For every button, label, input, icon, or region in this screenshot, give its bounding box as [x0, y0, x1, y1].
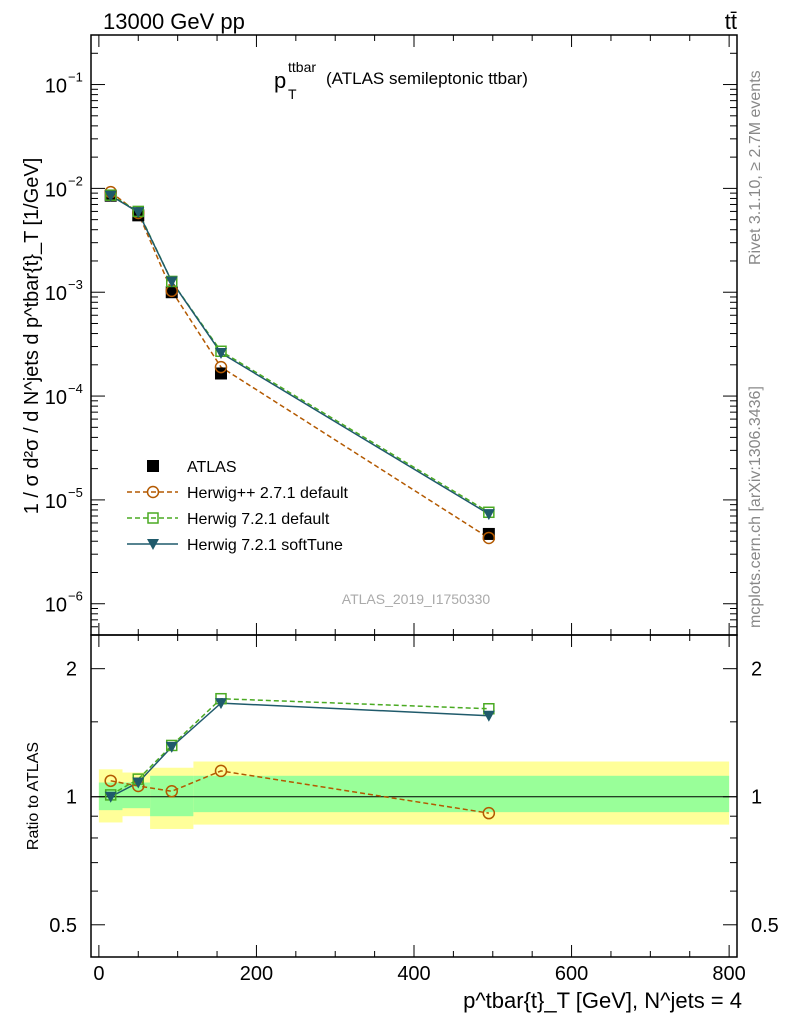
main-title-var: p — [274, 68, 286, 93]
ratio-data-point-2 — [482, 710, 495, 722]
main-y-tick-exponent: −5 — [68, 485, 83, 500]
legend-label-1: Herwig++ 2.7.1 default — [187, 485, 349, 502]
ratio-series-line-1 — [110, 697, 489, 796]
legend-label-3: Herwig 7.2.1 softTune — [187, 537, 343, 554]
ratio-data-point-2 — [132, 777, 145, 789]
main-y-tick-label: 10 — [45, 76, 67, 98]
band-stat — [193, 775, 730, 813]
main-series-line-3 — [110, 195, 490, 515]
ratio-data-point-2 — [104, 791, 117, 803]
main-y-tick-exponent: −3 — [68, 277, 83, 292]
ratio-series-line-0 — [110, 770, 489, 814]
analysis-id: ATLAS_2019_I1750330 — [342, 591, 491, 607]
ratio-x-tick-label: 400 — [397, 963, 430, 985]
main-y-tick-label: 10 — [45, 595, 67, 617]
main-series-layer — [104, 185, 496, 545]
main-y-tick-label: 10 — [45, 491, 67, 513]
ratio-data-point-0 — [482, 806, 496, 820]
ratio-data-point-0 — [165, 785, 178, 798]
legend-label-0: ATLAS — [187, 459, 237, 476]
main-axes: 10−610−510−410−310−210−1 — [45, 35, 737, 636]
legend-marker-0 — [147, 460, 159, 472]
x-axis-label: p^tbar{t}_T [GeV], N^jets = 4 — [463, 988, 742, 1013]
rivet-label: Rivet 3.1.10, ≥ 2.7M events — [747, 70, 764, 265]
main-y-tick-label: 10 — [45, 179, 67, 201]
ratio-y-tick-label-left: 2 — [66, 659, 77, 681]
ratio-y-tick-label-right: 1 — [751, 787, 762, 809]
ratio-x-tick-label: 0 — [93, 963, 104, 985]
ratio-data-point-2 — [214, 698, 227, 710]
process-label: tt̄ — [725, 9, 737, 34]
main-title-sub: T — [288, 86, 297, 102]
legend-marker-2 — [147, 512, 159, 524]
legend-label-2: Herwig 7.2.1 default — [187, 511, 330, 528]
ratio-frame — [90, 634, 738, 958]
legend: ATLAS Herwig++ 2.7.1 default Herwig 7.2.1 … — [127, 459, 349, 554]
main-data-point-3 — [482, 509, 495, 521]
energy-label: 13000 GeV pp — [103, 9, 245, 34]
ratio-x-tick-label: 600 — [555, 963, 588, 985]
ratio-y-tick-label-right: 2 — [751, 659, 762, 681]
ratio-y-tick-label-left: 1 — [66, 787, 77, 809]
main-data-point-3 — [214, 347, 227, 359]
main-data-point-0 — [482, 527, 495, 540]
ratio-data-point-0 — [214, 764, 228, 778]
main-data-point-1 — [214, 360, 228, 374]
ratio-data-point-2 — [165, 741, 178, 753]
main-data-point-0 — [214, 367, 227, 380]
band-stat — [150, 775, 194, 817]
main-y-axis-label: 1 / σ d²σ / d N^jets d p^tbar{t}_T [1/Ge… — [21, 158, 43, 515]
ratio-x-tick-label: 200 — [240, 963, 273, 985]
mcplots-label: mcplots.cern.ch [arXiv:1306.3436] — [747, 386, 764, 628]
main-y-tick-label: 10 — [45, 283, 67, 305]
ratio-uncertainty-bands — [98, 761, 730, 829]
ratio-data-point-0 — [104, 774, 117, 788]
ratio-x-tick-label: 800 — [712, 963, 745, 985]
main-title: (ATLAS semileptonic ttbar) — [326, 69, 528, 88]
main-y-tick-label: 10 — [45, 387, 67, 409]
legend-marker-3 — [147, 539, 159, 550]
main-title-sup: ttbar — [288, 59, 316, 75]
ratio-axes: 0 200 400 600 800 0.5 0.5 1 1 2 2 — [49, 635, 779, 985]
main-data-point-3 — [132, 207, 145, 219]
legend-marker-1 — [146, 485, 160, 499]
ratio-series-layer — [104, 692, 496, 820]
main-y-tick-exponent: −6 — [68, 589, 83, 604]
ratio-y-axis-label: Ratio to ATLAS — [25, 742, 42, 850]
ratio-y-tick-label-left: 0.5 — [49, 915, 77, 937]
main-data-point-3 — [104, 190, 117, 202]
main-y-tick-exponent: −1 — [68, 70, 83, 85]
main-series-line-1 — [110, 191, 490, 539]
main-data-point-1 — [482, 531, 496, 545]
main-y-tick-exponent: −2 — [68, 173, 83, 188]
main-y-tick-exponent: −4 — [68, 381, 83, 396]
main-data-point-3 — [165, 276, 178, 288]
main-series-line-2 — [110, 194, 490, 513]
ratio-y-tick-label-right: 0.5 — [751, 915, 779, 937]
